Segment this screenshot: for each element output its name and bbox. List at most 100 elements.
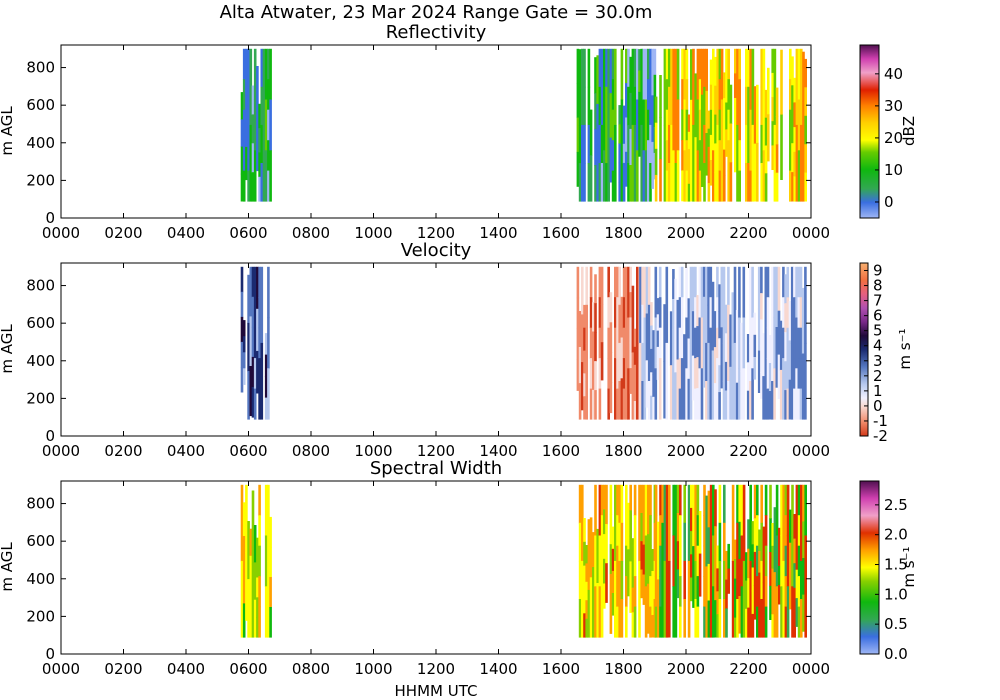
- data-cell: [639, 342, 642, 420]
- data-cell: [249, 124, 253, 202]
- data-cell: [592, 360, 595, 391]
- data-cell: [661, 560, 664, 600]
- data-cell: [642, 544, 646, 575]
- data-cell: [649, 515, 652, 547]
- data-cell: [629, 128, 632, 166]
- data-cell: [600, 124, 604, 164]
- data-cell: [736, 484, 739, 524]
- x-tick-label: 2000: [667, 442, 705, 460]
- data-cell: [707, 183, 711, 202]
- data-cell: [749, 140, 752, 172]
- data-cell: [642, 484, 646, 516]
- data-cell: [767, 114, 770, 162]
- data-cell: [625, 83, 628, 118]
- data-cell: [724, 390, 728, 420]
- data-cell: [694, 522, 697, 562]
- data-cell: [674, 560, 678, 638]
- x-tick-label: 1200: [417, 660, 455, 678]
- data-cell: [581, 314, 584, 363]
- y-tick-label: 800: [26, 495, 55, 513]
- data-cell: [768, 335, 772, 364]
- data-cell: [696, 295, 699, 327]
- data-cell: [734, 122, 737, 148]
- data-cell: [751, 521, 755, 545]
- data-cell: [740, 322, 743, 372]
- data-cell: [793, 388, 796, 420]
- data-cell: [771, 614, 774, 638]
- data-cell: [777, 310, 781, 356]
- data-cell: [614, 266, 617, 298]
- data-cell: [585, 342, 588, 382]
- data-cell: [789, 109, 792, 141]
- data-cell: [253, 297, 257, 329]
- data-cell: [703, 484, 706, 516]
- data-cell: [240, 266, 244, 293]
- data-cell: [771, 48, 774, 74]
- data-cell: [581, 48, 584, 126]
- data-cell: [264, 397, 268, 420]
- data-cell: [793, 612, 796, 638]
- data-cell: [659, 545, 662, 577]
- data-cell: [629, 266, 632, 293]
- data-cell: [793, 151, 796, 177]
- data-cell: [751, 48, 755, 126]
- data-cell: [242, 569, 246, 604]
- data-cell: [767, 67, 770, 115]
- data-cell: [240, 560, 244, 638]
- data-cell: [651, 571, 654, 594]
- data-cell: [587, 613, 591, 638]
- data-cell: [589, 297, 593, 329]
- data-cell: [629, 56, 632, 94]
- data-cell: [256, 617, 259, 638]
- data-cell: [762, 48, 766, 101]
- data-cell: [714, 489, 717, 527]
- data-cell: [661, 484, 664, 524]
- data-cell: [738, 140, 741, 172]
- colorbar-tick-label: 10: [884, 161, 903, 179]
- data-cell: [640, 513, 643, 542]
- colorbar-tick-label: -2: [873, 427, 888, 445]
- data-cell: [683, 150, 686, 202]
- data-cell: [734, 578, 737, 599]
- data-cell: [749, 79, 752, 111]
- data-cell: [607, 124, 610, 202]
- data-cell: [600, 86, 604, 126]
- data-cell: [620, 99, 624, 151]
- data-cell: [753, 312, 757, 336]
- data-cell: [707, 266, 710, 306]
- data-cell: [784, 515, 788, 547]
- data-cell: [804, 172, 807, 202]
- data-cell: [793, 327, 796, 359]
- data-cell: [581, 560, 584, 600]
- data-cell: [738, 521, 741, 560]
- data-cell: [656, 314, 660, 332]
- data-cell: [753, 518, 757, 553]
- data-cell: [733, 266, 737, 344]
- y-tick-label: 400: [26, 570, 55, 588]
- data-cell: [749, 266, 752, 306]
- data-cell: [583, 327, 586, 351]
- x-tick-label: 1600: [542, 442, 580, 460]
- colorbar-label: dBZ: [900, 116, 918, 146]
- data-cell: [775, 172, 779, 202]
- data-cell: [769, 585, 772, 620]
- data-cell: [585, 381, 588, 420]
- data-cell: [716, 545, 719, 569]
- x-tick-label: 1800: [604, 442, 642, 460]
- data-cell: [247, 371, 250, 420]
- data-cell: [753, 143, 757, 202]
- data-cell: [782, 327, 785, 359]
- x-tick-label: 1400: [479, 660, 517, 678]
- data-cell: [727, 109, 730, 141]
- data-cell: [242, 320, 246, 337]
- x-tick-label: 0200: [104, 442, 142, 460]
- data-cell: [583, 396, 586, 420]
- data-cell: [598, 86, 602, 126]
- data-cell: [795, 513, 799, 542]
- x-tick-label: 0800: [292, 442, 330, 460]
- data-cell: [251, 172, 255, 202]
- data-cell: [700, 317, 704, 369]
- data-cell: [696, 484, 700, 516]
- data-cell: [269, 546, 272, 578]
- data-cell: [685, 170, 689, 202]
